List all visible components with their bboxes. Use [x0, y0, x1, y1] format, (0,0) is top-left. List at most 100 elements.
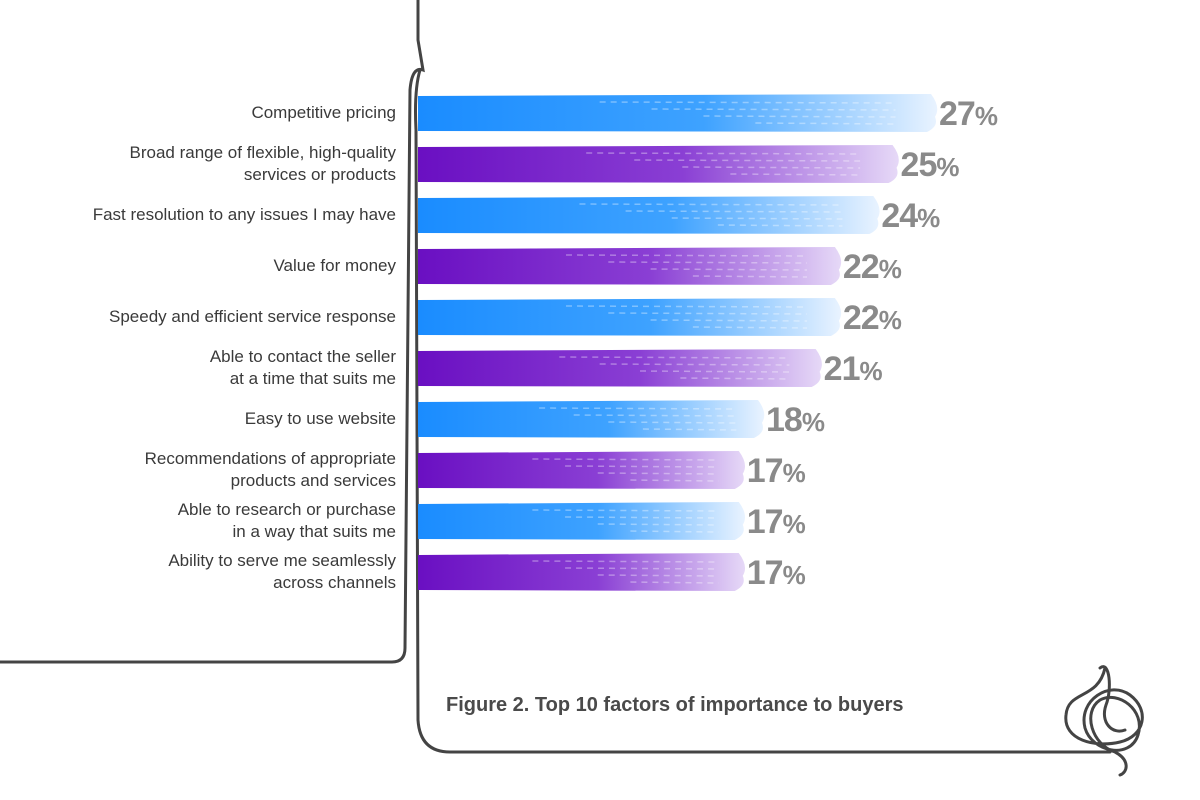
- bar-5: [418, 298, 842, 336]
- brush-streak: [642, 428, 737, 431]
- bar-3: [418, 196, 880, 234]
- brush-streak: [650, 319, 808, 322]
- brush-streak: [630, 581, 719, 584]
- value-label: 17%: [747, 451, 806, 493]
- brush-streak: [682, 166, 861, 169]
- brush-streak: [565, 516, 719, 519]
- value-label: 17%: [747, 502, 806, 544]
- bar-fill: [418, 553, 746, 591]
- value-suffix: %: [878, 305, 902, 335]
- brush-streak: [755, 122, 896, 125]
- value-number: 27: [939, 95, 976, 133]
- brush-streak: [597, 574, 719, 577]
- brush-streak: [565, 567, 719, 570]
- value-label: 22%: [843, 298, 902, 340]
- brush-streak: [680, 377, 790, 380]
- brush-streak: [532, 458, 719, 461]
- brush-streak: [640, 370, 790, 373]
- category-label: Easy to use website: [16, 408, 396, 430]
- brush-streak: [625, 210, 843, 213]
- bar-6: [418, 349, 822, 387]
- value-suffix: %: [782, 509, 806, 539]
- scribble-icon: [1064, 665, 1144, 777]
- value-number: 22: [842, 299, 880, 337]
- value-number: 18: [766, 401, 803, 439]
- category-label: Able to research or purchase in a way tha…: [16, 499, 396, 543]
- brush-streak: [692, 326, 808, 329]
- value-suffix: %: [782, 458, 806, 488]
- category-label-line: across channels: [273, 573, 396, 592]
- bar-10: [418, 553, 746, 591]
- brush-streak: [566, 305, 808, 308]
- brush-streak: [599, 101, 896, 104]
- category-label-line: Easy to use website: [244, 409, 396, 428]
- brush-streak: [532, 560, 719, 563]
- value-suffix: %: [917, 203, 941, 233]
- bar-fill: [418, 298, 842, 336]
- value-label: 24%: [881, 196, 940, 238]
- category-label-line: Ability to serve me seamlessly: [168, 551, 396, 570]
- value-number: 25: [900, 146, 938, 184]
- value-suffix: %: [782, 560, 806, 590]
- brush-streak: [565, 465, 719, 468]
- category-label-line: Able to contact the seller: [209, 347, 396, 366]
- brush-streak: [597, 523, 719, 526]
- bar-1: [418, 94, 938, 132]
- category-label: Able to contact the seller at a time that…: [16, 346, 396, 390]
- figure-caption: Figure 2. Top 10 factors of importance t…: [446, 694, 904, 716]
- brush-streak: [599, 363, 790, 366]
- category-label-line: Competitive pricing: [251, 103, 396, 122]
- bar-fill: [418, 400, 765, 438]
- brush-streak: [634, 159, 861, 162]
- category-label-line: Fast resolution to any issues I may have: [92, 205, 396, 224]
- category-label-line: services or products: [243, 165, 396, 184]
- brush-streak: [586, 152, 861, 155]
- bar-fill: [418, 145, 899, 183]
- bar-8: [418, 451, 746, 489]
- value-label: 21%: [824, 349, 883, 391]
- brush-streak: [608, 261, 808, 264]
- brush-streak: [566, 254, 808, 257]
- value-number: 24: [881, 197, 918, 235]
- value-suffix: %: [878, 254, 902, 284]
- category-label-line: products and services: [230, 471, 396, 490]
- category-label-line: Broad range of flexible, high-quality: [129, 143, 397, 162]
- brush-streak: [630, 479, 719, 482]
- brush-streak: [630, 530, 719, 533]
- category-label: Value for money: [16, 255, 396, 277]
- category-label: Fast resolution to any issues I may have: [16, 204, 396, 226]
- bar-4: [418, 247, 842, 285]
- brush-streak: [717, 224, 843, 227]
- brush-streak: [532, 509, 719, 512]
- category-label: Speedy and efficient service response: [16, 306, 396, 328]
- category-label: Ability to serve me seamlessly across cha…: [16, 550, 396, 594]
- brush-streak: [559, 356, 790, 359]
- value-number: 17: [746, 503, 784, 541]
- frame-right-line: [414, 68, 1112, 754]
- value-number: 17: [746, 452, 784, 490]
- value-label: 18%: [766, 400, 825, 442]
- brush-streak: [608, 312, 808, 315]
- value-suffix: %: [974, 101, 998, 131]
- category-label-line: Speedy and efficient service response: [109, 307, 396, 326]
- value-number: 21: [823, 350, 861, 388]
- bar-9: [418, 502, 746, 540]
- category-label: Recommendations of appropriate products a…: [16, 448, 396, 492]
- category-label-line: Value for money: [273, 256, 396, 275]
- bar-7: [418, 400, 765, 438]
- category-label-line: in a way that suits me: [232, 522, 396, 541]
- bar-fill: [418, 94, 938, 132]
- value-label: 17%: [747, 553, 806, 595]
- bar-fill: [418, 451, 746, 489]
- value-number: 17: [746, 554, 784, 592]
- category-label-line: at a time that suits me: [229, 369, 396, 388]
- category-label: Competitive pricing: [16, 102, 396, 124]
- category-label: Broad range of flexible, high-quality ser…: [16, 142, 397, 186]
- category-label-line: Able to research or purchase: [177, 500, 396, 519]
- category-label-line: Recommendations of appropriate: [144, 449, 396, 468]
- value-label: 27%: [939, 94, 998, 136]
- brush-streak: [597, 472, 719, 475]
- value-suffix: %: [936, 152, 960, 182]
